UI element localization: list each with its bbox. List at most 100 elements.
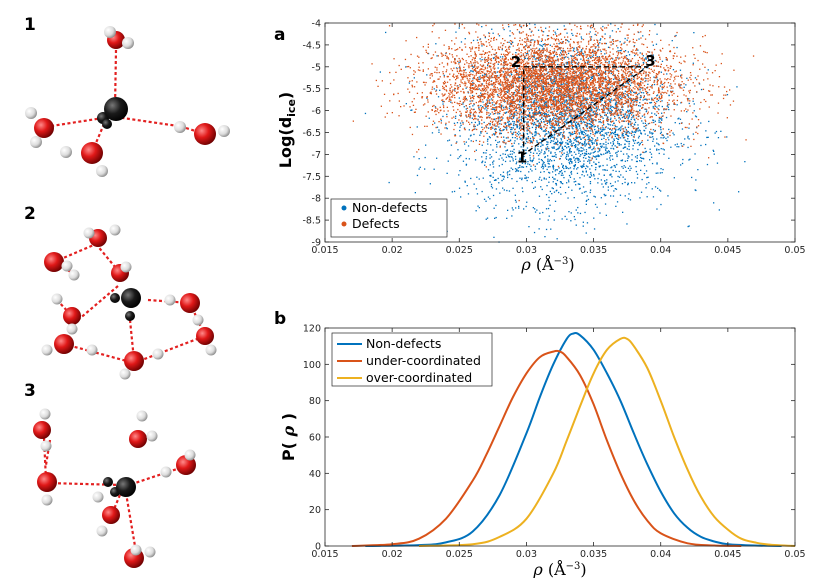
scatter-point [469,135,472,137]
scatter-point [631,159,633,161]
scatter-point [610,117,612,119]
scatter-point [502,71,504,73]
scatter-point [586,55,588,57]
scatter-point [499,84,501,86]
scatter-point [584,140,586,143]
scatter-point [534,98,537,100]
scatter-point [621,78,623,81]
scatter-point [525,149,527,151]
scatter-point [435,43,437,45]
scatter-point [726,136,728,138]
scatter-point [697,59,699,62]
scatter-point [497,63,499,65]
scatter-point [626,134,628,137]
scatter-point [626,81,628,84]
scatter-point [562,183,564,185]
scatter-point [714,132,716,134]
scatter-point [485,218,487,220]
scatter-point [483,34,485,36]
scatter-point [694,85,696,87]
scatter-point [552,165,554,167]
scatter-point [514,128,516,130]
scatter-point [632,131,634,133]
scatter-point [552,125,554,127]
scatter-point [571,144,574,147]
scatter-point [559,47,561,49]
scatter-point [512,117,515,119]
scatter-point [451,48,453,50]
scatter-point [591,125,593,127]
scatter-point [532,65,534,67]
scatter-point [692,100,694,102]
scatter-point [574,71,576,74]
scatter-point [570,50,572,52]
scatter-point [456,102,458,104]
scatter-point [573,130,576,133]
scatter-point [575,153,577,155]
scatter-point [497,95,499,98]
scatter-point [535,112,537,114]
scatter-point [620,49,622,52]
scatter-point [531,140,533,142]
scatter-point [571,108,573,111]
scatter-point [672,87,674,89]
scatter-point [631,99,634,101]
scatter-point [588,143,590,145]
scatter-point [559,118,561,120]
scatter-point [681,77,683,79]
scatter-point [459,126,461,128]
scatter-point [627,167,630,169]
scatter-point [485,41,487,43]
scatter-point [609,99,611,101]
scatter-point [521,166,523,168]
scatter-point [513,131,515,133]
scatter-point [570,98,572,100]
scatter-point [595,110,597,112]
scatter-point [581,132,584,134]
scatter-point [559,127,562,129]
scatter-point [528,80,530,83]
scatter-point [577,167,579,169]
scatter-point [571,142,573,145]
scatter-point [490,108,492,110]
scatter-point [571,125,573,127]
scatter-point [617,114,619,117]
scatter-point [506,126,508,128]
scatter-point [529,58,531,60]
scatter-point [540,166,543,168]
scatter-point [570,62,573,64]
scatter-point [678,122,681,125]
scatter-point [641,115,644,117]
scatter-point [516,118,518,121]
scatter-point [517,73,519,75]
scatter-point [563,152,565,154]
scatter-point [641,120,643,122]
scatter-point [592,148,594,150]
scatter-point [614,145,616,147]
scatter-point [538,108,540,110]
scatter-point [624,50,627,52]
scatter-point [634,119,636,121]
scatter-point [507,174,509,176]
scatter-point [561,83,563,85]
scatter-point [639,91,641,93]
scatter-point [610,133,612,135]
scatter-point [569,48,571,50]
scatter-point [684,138,686,140]
scatter-point [455,111,457,114]
scatter-point [605,72,607,74]
scatter-point [539,127,542,129]
scatter-point [563,115,565,118]
scatter-point [688,90,690,92]
scatter-point [496,101,498,103]
scatter-point [489,198,491,200]
scatter-point [564,101,566,104]
scatter-point [594,62,596,64]
scatter-point [585,149,588,151]
scatter-point [542,144,544,146]
scatter-point [529,139,531,142]
scatter-point [524,74,527,76]
scatter-point [602,36,604,38]
scatter-point [530,132,533,134]
scatter-point [536,83,538,85]
